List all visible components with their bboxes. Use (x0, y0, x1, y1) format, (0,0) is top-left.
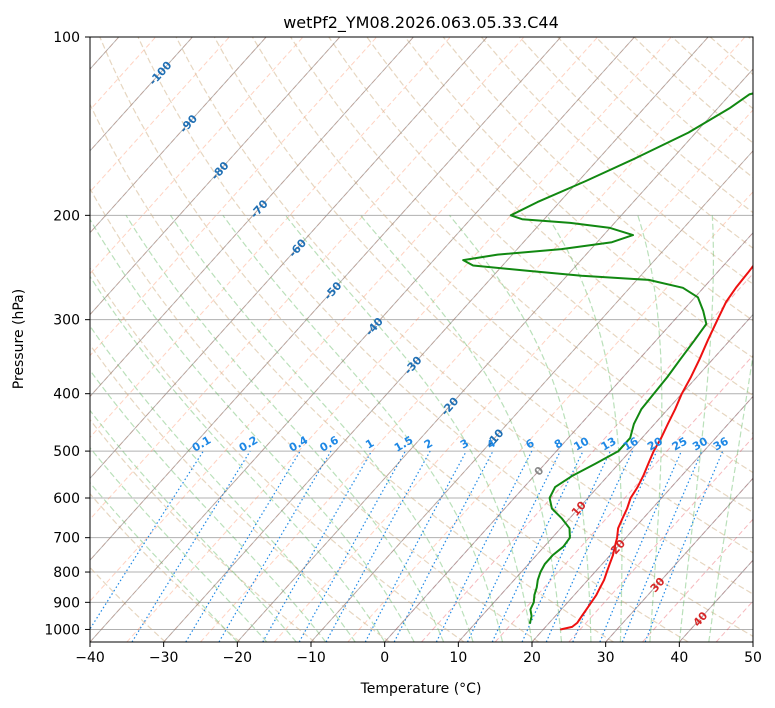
skewed-isotherm (90, 37, 562, 561)
y-tick-label: 100 (53, 30, 80, 46)
x-tick-label: −20 (223, 650, 253, 666)
x-tick-label: 40 (670, 650, 688, 666)
skewed-isotherm (90, 37, 267, 234)
skewed-isotherm (310, 150, 753, 642)
moist-adiabat (170, 214, 474, 642)
x-tick-label: 50 (744, 650, 762, 666)
x-tick-label: 30 (597, 650, 615, 666)
x-tick-label: −40 (75, 650, 105, 666)
y-axis-label: Pressure (hPa) (11, 289, 27, 389)
y-tick-label: 200 (53, 208, 80, 224)
dry-adiabat (480, 37, 753, 285)
moist-adiabat (90, 369, 327, 642)
moist-adiabat (90, 218, 415, 642)
skewed-isotherm (236, 68, 753, 642)
mixing-ratio-line (572, 450, 658, 642)
dry-adiabat (213, 37, 753, 554)
skewed-isotherm (384, 232, 753, 642)
x-tick-label: 0 (380, 650, 389, 666)
skewed-isotherm (605, 477, 753, 642)
skewed-isotherm (90, 37, 414, 398)
moist-adiabat (125, 214, 445, 642)
dry-adiabat (99, 37, 689, 642)
x-tick-label: 10 (449, 650, 467, 666)
moist-adiabat (285, 214, 533, 642)
y-tick-label: 900 (53, 595, 80, 611)
moist-adiabat (708, 351, 753, 642)
x-tick-label: −10 (296, 650, 326, 666)
moist-adiabat (546, 214, 623, 642)
dry-adiabat (251, 37, 753, 513)
dry-adiabat (90, 492, 241, 642)
x-tick-label: 20 (523, 650, 541, 666)
moist-adiabat (360, 214, 563, 642)
moist-adiabat (90, 481, 238, 642)
skewed-isotherm (163, 37, 709, 642)
chart-title: wetPf2_YM08.2026.063.05.33.C44 (283, 13, 559, 33)
mixing-ratio-line (599, 450, 682, 642)
x-axis-label: Temperature (°C) (360, 681, 482, 697)
dry-adiabat (90, 418, 316, 642)
y-tick-label: 300 (53, 313, 80, 329)
dry-adiabat (90, 267, 465, 642)
sounding-profiles (462, 92, 753, 631)
y-tick-label: 700 (53, 531, 80, 547)
moist-adiabat-lines (90, 214, 753, 642)
moist-adiabat (90, 325, 356, 642)
axes: −40 −30 −20 −10 0 10 20 30 40 50 100 200 300 400 500 60… (44, 30, 762, 666)
moist-adiabat (678, 215, 715, 642)
skewed-isotherm (90, 37, 341, 316)
mixing-ratio-line (435, 450, 533, 642)
dry-adiabat (404, 37, 753, 359)
pressure-grid-lines (90, 37, 753, 630)
skewed-isotherm (457, 313, 753, 642)
dry-adiabat (90, 187, 540, 642)
mixing-ratio-line (90, 450, 204, 631)
mixing-ratio-line (298, 450, 406, 642)
moist-adiabat (222, 214, 504, 642)
y-tick-label: 1000 (44, 622, 80, 638)
mixing-ratio-line (644, 450, 724, 642)
mixing-ratio-line (545, 450, 634, 642)
y-tick-label: 400 (53, 387, 80, 403)
moist-adiabat (90, 446, 268, 642)
dry-adiabat (290, 37, 753, 474)
dry-adiabat (90, 343, 390, 642)
moist-adiabat (637, 215, 663, 642)
moist-adiabat (90, 409, 297, 642)
skewed-isotherm (531, 395, 753, 642)
skewed-isotherm (90, 37, 488, 479)
y-tick-label: 600 (53, 491, 80, 507)
skewed-isotherm (90, 37, 635, 642)
mixing-ratio-line (364, 450, 467, 642)
temperature-profile (560, 264, 753, 631)
mixing-ratio-line (621, 450, 703, 642)
y-tick-label: 500 (53, 444, 80, 460)
skewed-temperature-lines (90, 37, 753, 642)
plot-frame (89, 36, 754, 643)
dry-adiabat (366, 37, 753, 397)
mixing-ratio-line (325, 450, 431, 642)
dewpoint-profile (462, 92, 753, 624)
x-tick-label: −30 (149, 650, 179, 666)
skewed-isotherm (90, 37, 193, 152)
dry-adiabat (90, 103, 614, 642)
y-tick-label: 800 (53, 565, 80, 581)
